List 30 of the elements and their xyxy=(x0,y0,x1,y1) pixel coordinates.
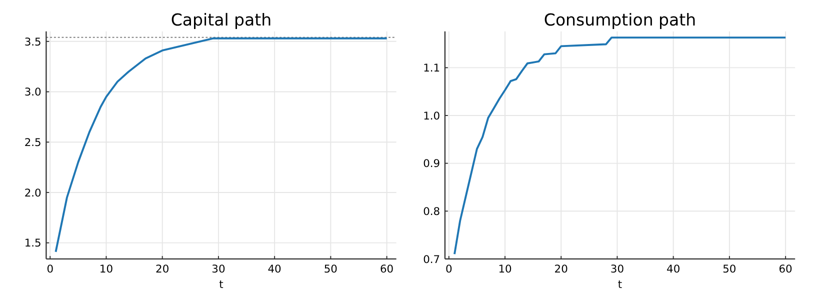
x-axis-title: t xyxy=(618,278,622,292)
x-tick-label: 0 xyxy=(445,262,452,276)
x-tick-label: 50 xyxy=(324,262,338,276)
x-tick-label: 40 xyxy=(268,262,282,276)
y-tick-label: 2.0 xyxy=(24,186,42,200)
x-axis-title: t xyxy=(219,278,224,292)
x-tick-label: 60 xyxy=(778,262,793,276)
x-tick-label: 40 xyxy=(666,262,680,276)
y-tick-label: 3.5 xyxy=(24,35,42,48)
line-series xyxy=(54,37,388,253)
y-tick-label: 0.8 xyxy=(423,205,440,218)
x-tick-label: 0 xyxy=(46,262,54,276)
y-tick-label: 3.0 xyxy=(24,86,42,99)
y-tick-label: 1.0 xyxy=(423,109,440,122)
line-series xyxy=(454,36,787,256)
x-tick-label: 20 xyxy=(156,262,170,276)
y-tick-label: 0.7 xyxy=(423,252,440,266)
x-tick-label: 50 xyxy=(722,262,736,276)
y-tick-label: 0.9 xyxy=(423,157,440,170)
chart-title: Consumption path xyxy=(544,10,696,30)
y-tick-label: 2.5 xyxy=(24,136,42,150)
chart-title: Capital path xyxy=(170,10,272,30)
x-tick-label: 10 xyxy=(99,262,114,276)
x-tick-label: 20 xyxy=(554,262,568,276)
x-tick-label: 30 xyxy=(212,262,226,276)
y-tick-label: 1.5 xyxy=(24,236,42,250)
y-tick-label: 1.1 xyxy=(423,62,440,75)
x-tick-label: 60 xyxy=(380,262,394,276)
x-tick-label: 10 xyxy=(498,262,512,276)
x-tick-label: 30 xyxy=(610,262,624,276)
